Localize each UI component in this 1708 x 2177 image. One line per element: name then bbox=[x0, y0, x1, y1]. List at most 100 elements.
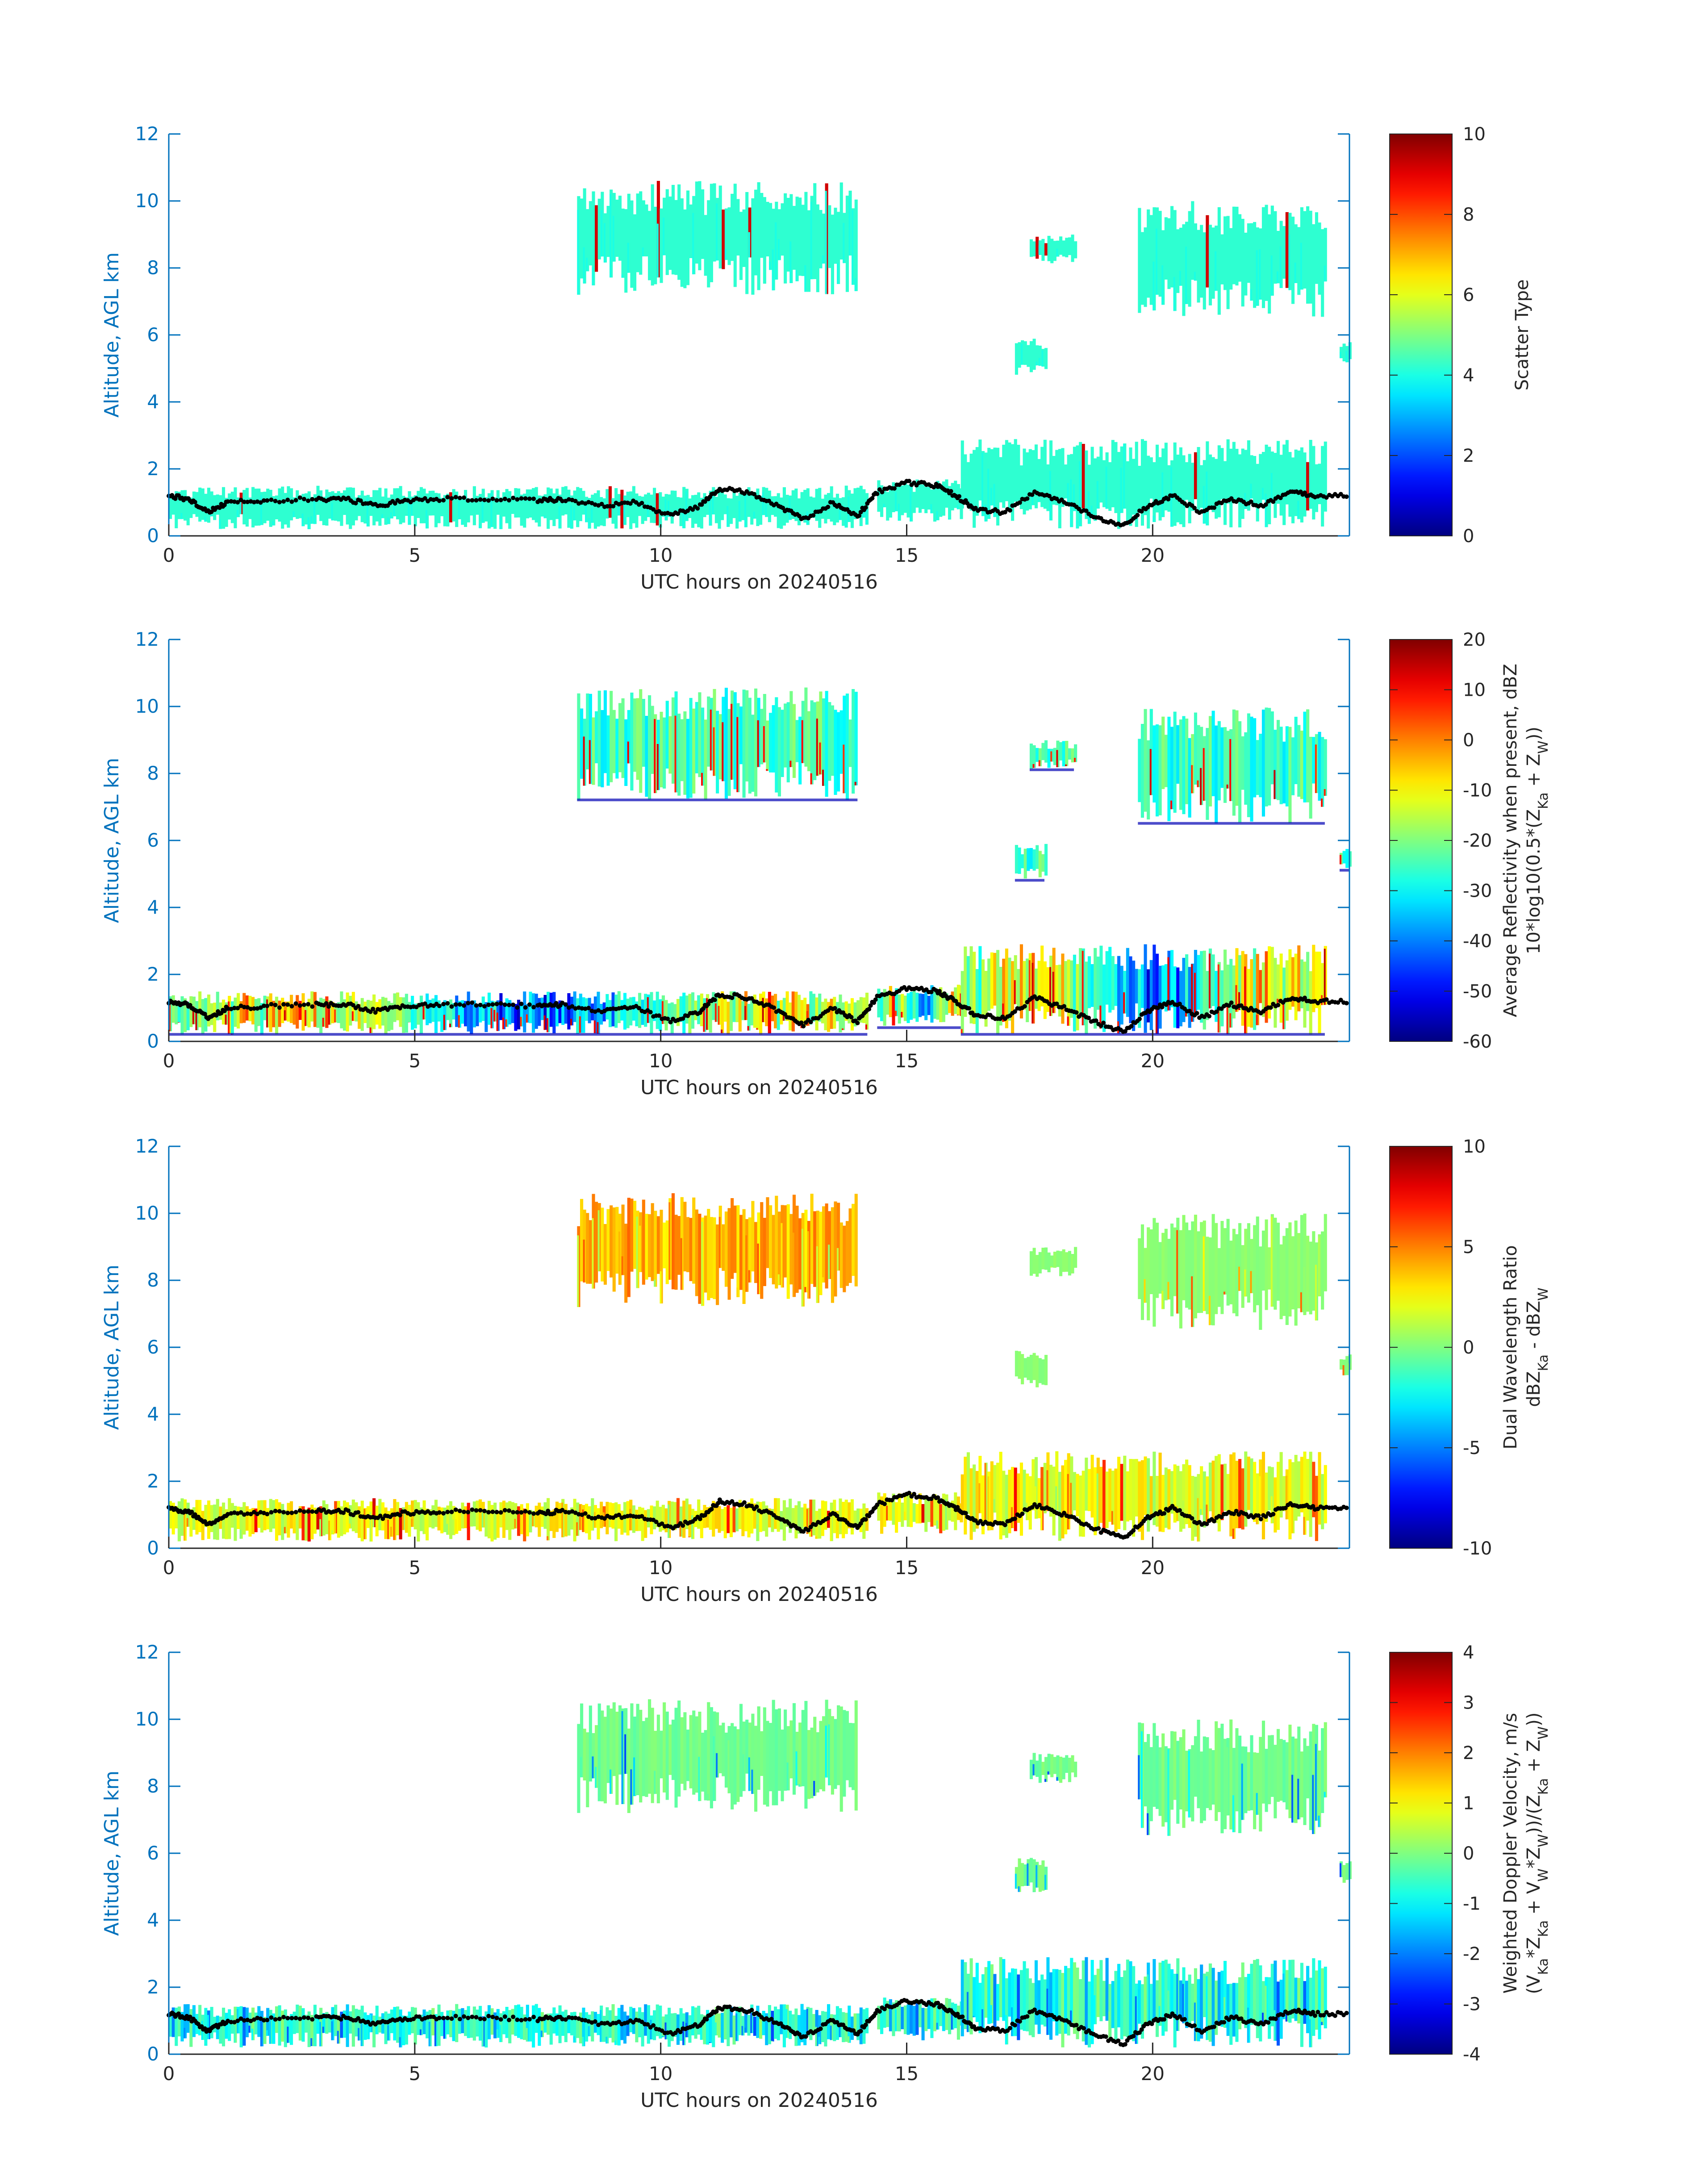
x-tick-label: 15 bbox=[895, 544, 919, 566]
y-tick-label: 0 bbox=[147, 1030, 159, 1052]
colorbar-tick-label: -3 bbox=[1463, 1994, 1481, 2015]
y-axis-label: Altitude, AGL km bbox=[100, 758, 123, 923]
y-tick-label: 0 bbox=[147, 525, 159, 547]
y-tick-label: 4 bbox=[147, 896, 159, 918]
y-tick-label: 10 bbox=[135, 695, 159, 717]
colorbar-tick-label: 4 bbox=[1463, 1642, 1474, 1663]
y-tick-label: 6 bbox=[147, 1842, 159, 1864]
x-tick-label: 20 bbox=[1141, 1557, 1165, 1579]
colorbar: -4 -3 -2 -1 0 1 2 3 4 Weighted Doppler Velocity, … bbox=[1389, 1642, 1551, 2065]
colorbar-tick-label: 0 bbox=[1463, 730, 1474, 751]
colorbar-label: dBZKa - dBZW bbox=[1524, 1287, 1551, 1407]
x-tick-label: 5 bbox=[409, 1557, 421, 1579]
colorbar-tick-label: -10 bbox=[1463, 781, 1492, 801]
colorbar-scale bbox=[1389, 1146, 1453, 1549]
colorbar-tick-label: 0 bbox=[1463, 1843, 1474, 1864]
y-tick-label: 6 bbox=[147, 324, 159, 346]
y-tick-label: 10 bbox=[135, 1202, 159, 1224]
x-tick-label: 20 bbox=[1141, 2063, 1165, 2085]
y-tick-label: 10 bbox=[135, 1708, 159, 1730]
y-tick-label: 2 bbox=[147, 1976, 159, 1998]
y-tick-label: 10 bbox=[135, 190, 159, 212]
x-axis-label: UTC hours on 20240516 bbox=[640, 571, 878, 593]
colorbar-label: Average Reflectivity when present, dBZ bbox=[1500, 664, 1521, 1017]
panel-3: 0 2 4 6 8 10 12 0 5 10 15 20 UTC hours on 20240516 Al… bbox=[100, 1135, 1551, 1606]
colorbar-tick-label: 0 bbox=[1463, 526, 1474, 547]
y-axis-label: Altitude, AGL km bbox=[100, 1771, 123, 1936]
y-tick-label: 6 bbox=[147, 829, 159, 851]
y-tick-label: 12 bbox=[135, 1135, 159, 1157]
colorbar-label: Dual Wavelength Ratio bbox=[1500, 1245, 1521, 1449]
cloud-base-dots bbox=[167, 1491, 1349, 1540]
x-tick-label: 5 bbox=[409, 544, 421, 566]
colorbar-tick-label: 6 bbox=[1463, 285, 1474, 305]
colorbar-tick-label: 4 bbox=[1463, 365, 1474, 386]
panel-2: 0 2 4 6 8 10 12 0 5 10 15 20 UTC hours on 20240516 Al… bbox=[100, 628, 1551, 1099]
colorbar: 0 2 4 6 8 10 Scatter Type bbox=[1389, 124, 1533, 547]
colorbar-tick-label: -50 bbox=[1463, 982, 1492, 1002]
colorbar-scale bbox=[1389, 1652, 1453, 2055]
colorbar-tick-label: -30 bbox=[1463, 881, 1492, 902]
heatmap-cells bbox=[169, 687, 1352, 1036]
colorbar-tick-label: 10 bbox=[1463, 680, 1486, 701]
colorbar-tick-label: -40 bbox=[1463, 931, 1492, 952]
y-tick-label: 12 bbox=[135, 628, 159, 650]
y-tick-label: 4 bbox=[147, 1909, 159, 1931]
colorbar-tick-label: 2 bbox=[1463, 1743, 1474, 1763]
y-tick-label: 2 bbox=[147, 963, 159, 985]
y-tick-label: 12 bbox=[135, 1641, 159, 1663]
x-tick-label: 10 bbox=[649, 1557, 672, 1579]
colorbar-label: 10*log10(0.5*(ZKa + ZW)) bbox=[1524, 727, 1551, 954]
x-tick-label: 0 bbox=[163, 544, 175, 566]
axes: 0 2 4 6 8 10 12 0 5 10 15 20 UTC hours on 20240516 Al… bbox=[100, 1135, 1350, 1606]
axes: 0 2 4 6 8 10 12 0 5 10 15 20 UTC hours on 20240516 Al… bbox=[100, 1641, 1350, 2112]
x-axis-label: UTC hours on 20240516 bbox=[640, 2089, 878, 2112]
x-tick-label: 15 bbox=[895, 1050, 919, 1072]
y-tick-label: 2 bbox=[147, 1470, 159, 1492]
x-tick-label: 10 bbox=[649, 544, 672, 566]
colorbar-tick-label: 8 bbox=[1463, 205, 1474, 225]
colorbar-scale bbox=[1389, 134, 1453, 536]
y-tick-label: 4 bbox=[147, 391, 159, 413]
y-tick-label: 4 bbox=[147, 1403, 159, 1425]
y-tick-label: 8 bbox=[147, 1775, 159, 1797]
colorbar-tick-label: -20 bbox=[1463, 831, 1492, 851]
x-tick-label: 0 bbox=[163, 1557, 175, 1579]
colorbar-label: Scatter Type bbox=[1512, 280, 1533, 391]
colorbar-tick-label: -2 bbox=[1463, 1944, 1481, 1964]
colorbar-tick-label: 3 bbox=[1463, 1693, 1474, 1713]
x-tick-label: 0 bbox=[163, 1050, 175, 1072]
colorbar-label: (VKa*ZKa + VW*ZW))/(ZKa + ZW)) bbox=[1524, 1713, 1551, 1994]
colorbar-tick-label: -60 bbox=[1463, 1032, 1492, 1052]
cloud-base-dots bbox=[167, 1998, 1349, 2047]
cloud-base-dots bbox=[167, 985, 1349, 1034]
colorbar-tick-label: 5 bbox=[1463, 1237, 1474, 1258]
y-tick-label: 0 bbox=[147, 1537, 159, 1559]
axes: 0 2 4 6 8 10 12 0 5 10 15 20 UTC hours on 20240516 Al… bbox=[100, 628, 1350, 1099]
colorbar-tick-label: 0 bbox=[1463, 1337, 1474, 1358]
x-tick-label: 10 bbox=[649, 1050, 672, 1072]
y-tick-label: 0 bbox=[147, 2043, 159, 2065]
y-tick-label: 8 bbox=[147, 257, 159, 279]
colorbar-tick-label: -1 bbox=[1463, 1894, 1481, 1914]
colorbar-tick-label: -10 bbox=[1463, 1538, 1492, 1559]
y-tick-label: 6 bbox=[147, 1336, 159, 1358]
colorbar-tick-label: -5 bbox=[1463, 1438, 1481, 1458]
y-tick-label: 12 bbox=[135, 123, 159, 145]
y-tick-label: 2 bbox=[147, 458, 159, 480]
heatmap-cells bbox=[169, 181, 1352, 529]
heatmap-cells bbox=[169, 1699, 1352, 2047]
cloud-base-dots bbox=[167, 479, 1349, 528]
heatmap-cells bbox=[169, 1193, 1352, 1542]
colorbar-tick-label: 20 bbox=[1463, 630, 1486, 650]
x-axis-label: UTC hours on 20240516 bbox=[640, 1076, 878, 1099]
x-tick-label: 0 bbox=[163, 2063, 175, 2085]
axes: 0 2 4 6 8 10 12 0 5 10 15 20 UTC hours on 20240516 Al… bbox=[100, 123, 1350, 593]
colorbar-tick-label: 10 bbox=[1463, 124, 1486, 145]
colorbar-tick-label: -4 bbox=[1463, 2044, 1481, 2065]
colorbar-tick-label: 2 bbox=[1463, 446, 1474, 466]
x-tick-label: 10 bbox=[649, 2063, 672, 2085]
